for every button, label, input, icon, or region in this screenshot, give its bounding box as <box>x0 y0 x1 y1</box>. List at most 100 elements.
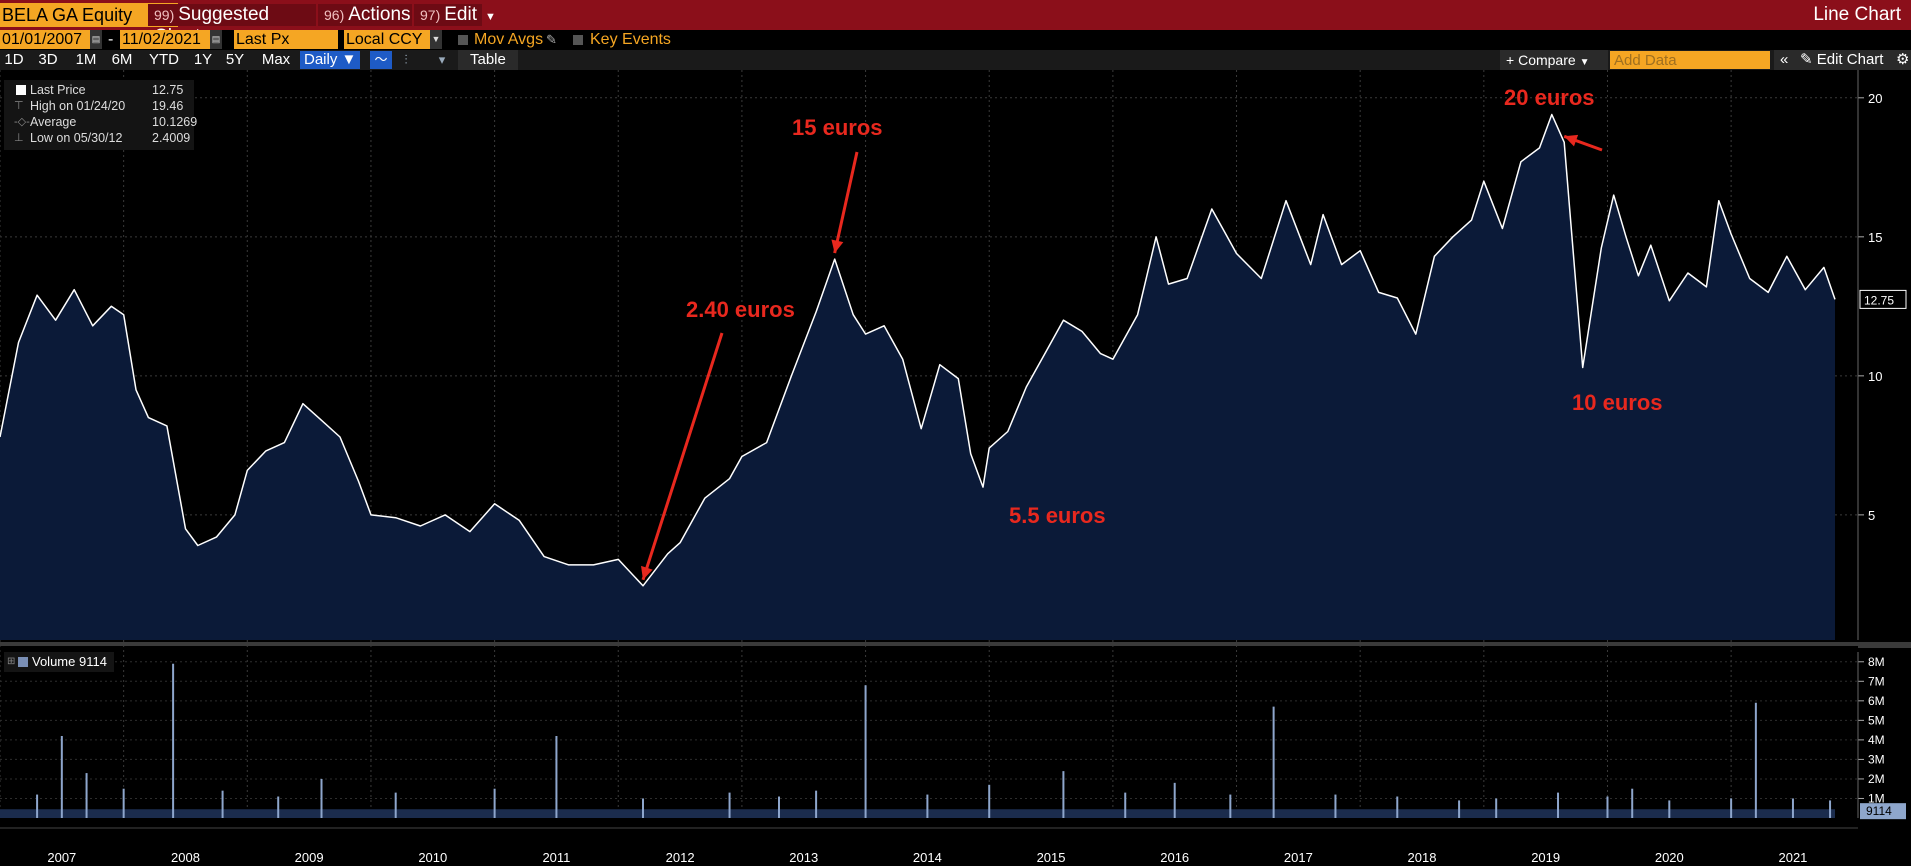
chevron-down-icon: ▼ <box>1579 57 1590 68</box>
line-chart-icon[interactable]: 〜 <box>370 51 392 69</box>
period-ytd-button[interactable]: YTD <box>149 51 179 68</box>
gear-icon[interactable]: ⚙ <box>1890 50 1911 70</box>
menu-number: 96) <box>324 7 345 23</box>
period-1d-button[interactable]: 1D <box>4 51 24 68</box>
chart-type-label: Line Chart <box>1813 4 1901 25</box>
low-marker-icon: ⊥ <box>14 132 24 144</box>
legend-label: Last Price <box>30 83 86 97</box>
edit-chart-label: Edit Chart <box>1816 51 1884 68</box>
annotation-label: 15 euros <box>792 115 883 140</box>
high-marker-icon: ⊤ <box>14 100 24 112</box>
frequency-label: Daily <box>304 51 338 68</box>
x-tick-label: 2008 <box>171 850 200 865</box>
x-tick-label: 2015 <box>1037 850 1066 865</box>
y-tick-label: 3M <box>1868 752 1885 766</box>
period-5y-button[interactable]: 5Y <box>225 51 245 68</box>
mov-avgs-label: Mov Avgs <box>474 31 544 48</box>
menu-label: Actions <box>348 4 411 25</box>
period-max-button[interactable]: Max <box>261 51 291 68</box>
start-date-field[interactable]: 01/01/2007 <box>0 30 90 49</box>
currency-selector[interactable]: Local CCY <box>344 30 430 49</box>
x-tick-label: 2018 <box>1408 850 1437 865</box>
x-tick-label: 2021 <box>1778 850 1807 865</box>
collapse-icon[interactable]: « <box>1774 50 1795 70</box>
x-tick-label: 2007 <box>47 850 76 865</box>
annotation-label: 10 euros <box>1572 390 1663 415</box>
average-marker-icon: -◇- <box>14 116 30 128</box>
compare-button[interactable]: + Compare ▼ <box>1500 50 1608 70</box>
add-data-input[interactable] <box>1610 51 1770 69</box>
last-price-box <box>1859 289 1907 309</box>
y-tick-label: 7M <box>1868 674 1885 688</box>
last-price-label: 12.75 <box>1864 293 1894 307</box>
x-tick-label: 2012 <box>666 850 695 865</box>
x-tick-label: 2009 <box>295 850 324 865</box>
annotation-arrow <box>641 332 724 581</box>
last-volume-box <box>1860 803 1906 820</box>
annotation-arrow <box>833 151 859 254</box>
volume-legend-text: Volume 9114 <box>32 652 107 672</box>
legend-value: 10.1269 <box>152 115 198 129</box>
volume-legend: ⊞ Volume 9114 <box>4 652 114 672</box>
table-button[interactable]: Table <box>458 50 518 70</box>
arrowhead-icon <box>831 239 844 254</box>
legend-value: 19.46 <box>152 99 184 113</box>
y-tick-label: 8M <box>1868 655 1885 669</box>
x-tick-label: 2010 <box>418 850 447 865</box>
legend-last-price: Last Price 12.75 <box>12 82 194 98</box>
key-events-label: Key Events <box>590 31 671 48</box>
period-3d-button[interactable]: 3D <box>38 51 58 68</box>
price-line <box>0 113 1836 587</box>
menu-number: 97) <box>420 7 441 23</box>
pencil-icon: ✎ <box>1800 51 1813 68</box>
bar-chart-icon[interactable]: ⫶ <box>404 52 408 67</box>
x-tick-label: 2020 <box>1655 850 1684 865</box>
period-1y-button[interactable]: 1Y <box>193 51 213 68</box>
legend-high: ⊤ High on 01/24/20 19.46 <box>12 98 194 114</box>
legend-value: 2.4009 <box>152 131 191 145</box>
x-tick-label: 2011 <box>542 850 570 865</box>
period-6m-button[interactable]: 6M <box>111 51 133 68</box>
frequency-selector[interactable]: Daily ▼ <box>300 51 361 69</box>
end-date-field[interactable]: 11/02/2021 <box>120 30 210 49</box>
arrowhead-icon <box>641 565 653 580</box>
legend-swatch <box>18 657 28 667</box>
price-legend: Last Price 12.75 ⊤ High on 01/24/20 19.4… <box>4 80 198 150</box>
legend-label: Volume <box>32 654 76 669</box>
legend-low: ⊥ Low on 05/30/12 2.4009 <box>12 130 194 146</box>
volume-baseline-area <box>0 809 1835 818</box>
y-tick-label: 15 <box>1868 230 1882 245</box>
x-tick-label: 2014 <box>913 850 942 865</box>
legend-average: -◇- Average 10.1269 <box>12 114 198 130</box>
mov-avgs-checkbox[interactable] <box>458 35 468 45</box>
edit-menu[interactable]: 97) Edit ▼ <box>414 4 496 26</box>
calendar-icon[interactable]: ▤ <box>90 30 102 49</box>
actions-menu[interactable]: 96)Actions▼ <box>318 4 429 26</box>
x-tick-label: 2017 <box>1284 850 1313 865</box>
expand-icon[interactable]: ⊞ <box>7 656 16 667</box>
y-tick-label: 20 <box>1868 91 1882 106</box>
calendar-icon[interactable]: ▤ <box>210 30 222 49</box>
field-selector[interactable]: Last Px <box>234 30 338 49</box>
chevron-down-icon: ▼ <box>341 51 357 68</box>
menu-number: 99) <box>154 7 175 23</box>
y-tick-label: 2M <box>1868 772 1885 786</box>
period-1m-button[interactable]: 1M <box>75 51 97 68</box>
key-events-checkbox[interactable] <box>573 35 583 45</box>
arrowhead-icon <box>1564 134 1579 147</box>
pencil-icon[interactable]: ✎ <box>546 32 557 47</box>
panel-divider <box>0 642 1911 648</box>
annotation-label: 5.5 euros <box>1009 503 1106 528</box>
chevron-down-icon[interactable]: ▾ <box>438 52 446 67</box>
chevron-down-icon[interactable]: ▼ <box>430 30 442 49</box>
legend-label: Average <box>30 115 77 129</box>
x-tick-label: 2016 <box>1160 850 1189 865</box>
legend-label: High on 01/24/20 <box>30 99 126 113</box>
y-tick-label: 5 <box>1868 508 1875 523</box>
legend-label: Low on 05/30/12 <box>30 131 123 145</box>
period-toolbar: 1D 3D 1M 6M YTD 1Y 5Y Max Daily ▼ 〜 ⫶ ▾ … <box>0 50 1911 70</box>
plus-icon: + <box>1506 52 1515 68</box>
edit-chart-button[interactable]: ✎ Edit Chart <box>1794 50 1898 70</box>
legend-value: 9114 <box>79 654 107 669</box>
